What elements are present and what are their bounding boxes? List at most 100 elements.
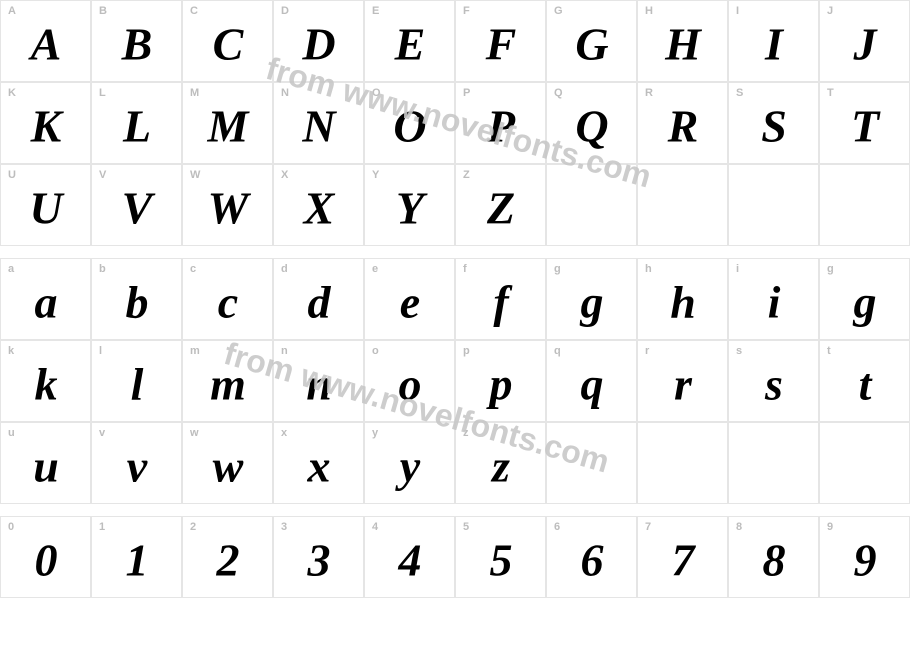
cell-glyph: Z (487, 182, 514, 235)
charmap-cell: YY (364, 164, 455, 246)
cell-glyph: 1 (126, 534, 148, 587)
cell-label: 2 (190, 521, 196, 533)
charmap-cell: LL (91, 82, 182, 164)
charmap-cell: hh (637, 258, 728, 340)
cell-glyph: d (308, 276, 330, 329)
charmap-cell: WW (182, 164, 273, 246)
cell-label: l (99, 345, 102, 357)
cell-label: b (99, 263, 106, 275)
section-spacer (0, 504, 911, 516)
cell-glyph: N (302, 100, 334, 153)
cell-label: O (372, 87, 381, 99)
cell-glyph: I (765, 18, 782, 71)
cell-label: P (463, 87, 470, 99)
charmap-cell: yy (364, 422, 455, 504)
cell-glyph: y (400, 440, 419, 493)
cell-label: k (8, 345, 14, 357)
cell-label: T (827, 87, 834, 99)
cell-label: m (190, 345, 200, 357)
cell-label: G (554, 5, 563, 17)
cell-label: A (8, 5, 16, 17)
cell-label: K (8, 87, 16, 99)
cell-glyph: R (668, 100, 698, 153)
cell-label: h (645, 263, 652, 275)
cell-glyph: P (487, 100, 514, 153)
cell-glyph: w (213, 440, 243, 493)
cell-glyph: V (122, 182, 152, 235)
cell-glyph: t (859, 358, 871, 411)
charmap-cell: tt (819, 340, 910, 422)
cell-label: g (827, 263, 834, 275)
cell-glyph: O (393, 100, 425, 153)
cell-label: x (281, 427, 287, 439)
cell-label: L (99, 87, 106, 99)
cell-glyph: 9 (854, 534, 876, 587)
cell-glyph: U (29, 182, 61, 235)
cell-label: y (372, 427, 378, 439)
charmap-cell (819, 164, 910, 246)
cell-label: Q (554, 87, 563, 99)
charmap-cell: rr (637, 340, 728, 422)
charmap-cell: UU (0, 164, 91, 246)
cell-label: u (8, 427, 15, 439)
cell-glyph: r (674, 358, 691, 411)
charmap-cell (546, 164, 637, 246)
cell-label: 4 (372, 521, 378, 533)
cell-glyph: b (126, 276, 148, 329)
cell-glyph: J (854, 18, 876, 71)
charmap-section-digits: 00112233445566778899 (0, 516, 910, 598)
charmap-cell: cc (182, 258, 273, 340)
cell-label: d (281, 263, 288, 275)
charmap-cell: VV (91, 164, 182, 246)
cell-label: 8 (736, 521, 742, 533)
charmap-cell: mm (182, 340, 273, 422)
charmap-cell: AA (0, 0, 91, 82)
charmap-cell: JJ (819, 0, 910, 82)
cell-label: D (281, 5, 289, 17)
cell-label: 3 (281, 521, 287, 533)
charmap-cell: ss (728, 340, 819, 422)
charmap-cell: 66 (546, 516, 637, 598)
cell-label: f (463, 263, 467, 275)
charmap-cell: NN (273, 82, 364, 164)
charmap-cell (819, 422, 910, 504)
charmap-cell (728, 164, 819, 246)
cell-label: z (463, 427, 469, 439)
cell-label: 0 (8, 521, 14, 533)
charmap-cell: KK (0, 82, 91, 164)
cell-label: S (736, 87, 743, 99)
cell-glyph: C (213, 18, 243, 71)
charmap-cell (546, 422, 637, 504)
cell-glyph: 0 (35, 534, 57, 587)
cell-glyph: 4 (399, 534, 421, 587)
cell-glyph: g (854, 276, 876, 329)
cell-label: w (190, 427, 199, 439)
charmap-cell: HH (637, 0, 728, 82)
cell-label: v (99, 427, 105, 439)
cell-label: t (827, 345, 831, 357)
cell-label: N (281, 87, 289, 99)
charmap-cell: QQ (546, 82, 637, 164)
cell-glyph: x (308, 440, 330, 493)
cell-label: F (463, 5, 470, 17)
cell-glyph: T (851, 100, 878, 153)
charmap-cell: gg (546, 258, 637, 340)
cell-label: E (372, 5, 379, 17)
cell-glyph: c (218, 276, 237, 329)
cell-label: q (554, 345, 561, 357)
cell-label: Z (463, 169, 470, 181)
cell-glyph: s (765, 358, 782, 411)
charmap-cell: ww (182, 422, 273, 504)
cell-glyph: g (581, 276, 603, 329)
cell-label: 6 (554, 521, 560, 533)
charmap-cell: vv (91, 422, 182, 504)
cell-glyph: 7 (672, 534, 694, 587)
cell-label: X (281, 169, 288, 181)
cell-label: c (190, 263, 196, 275)
cell-glyph: h (670, 276, 695, 329)
cell-label: 7 (645, 521, 651, 533)
charmap-cell: aa (0, 258, 91, 340)
cell-glyph: W (208, 182, 248, 235)
cell-label: 5 (463, 521, 469, 533)
charmap-cell: GG (546, 0, 637, 82)
